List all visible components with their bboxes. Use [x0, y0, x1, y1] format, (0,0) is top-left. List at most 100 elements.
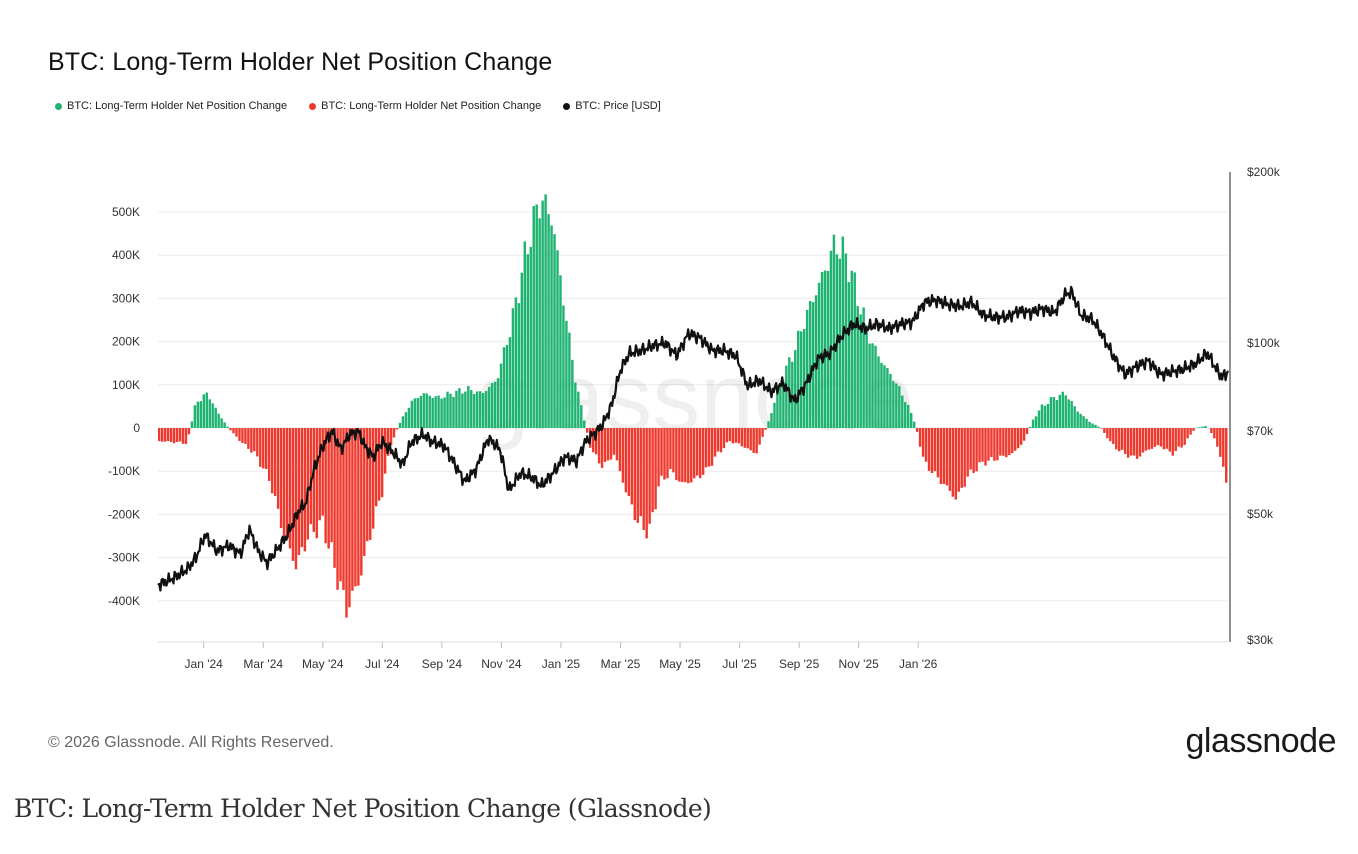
- bar-positive: [574, 382, 577, 428]
- bar-positive: [838, 258, 842, 428]
- bar-negative: [725, 428, 729, 443]
- bar-negative: [651, 428, 654, 513]
- bar-negative: [591, 428, 595, 453]
- bar-negative: [357, 428, 360, 586]
- bar-negative: [354, 428, 357, 587]
- bar-negative: [303, 428, 307, 552]
- bar-positive: [862, 307, 865, 428]
- bar-negative: [1219, 428, 1222, 457]
- bar-negative: [348, 428, 351, 608]
- bar-positive: [398, 422, 402, 428]
- bar-positive: [490, 383, 494, 428]
- bar-negative: [663, 428, 666, 480]
- bar-positive: [904, 402, 907, 428]
- legend-label-price: BTC: Price [USD]: [575, 100, 661, 112]
- bar-negative: [232, 428, 235, 434]
- bar-positive: [410, 400, 414, 428]
- bar-positive: [868, 343, 871, 428]
- bar-negative: [229, 428, 232, 431]
- bar-negative: [1138, 428, 1142, 457]
- bar-negative: [615, 428, 619, 461]
- bar-negative: [600, 428, 604, 468]
- bar-positive: [1040, 404, 1044, 428]
- bar-negative: [975, 428, 978, 472]
- legend-item-price[interactable]: BTC: Price [USD]: [563, 100, 661, 112]
- bar-negative: [695, 428, 699, 476]
- bar-positive: [535, 204, 538, 428]
- x-tick-label: Jan '26: [899, 657, 938, 671]
- bar-negative: [698, 428, 702, 479]
- bar-negative: [645, 428, 648, 539]
- bar-positive: [1055, 399, 1059, 428]
- bar-positive: [583, 420, 586, 428]
- bar-positive: [1198, 427, 1201, 428]
- bar-negative: [1135, 428, 1139, 459]
- glassnode-logo[interactable]: glassnode: [1185, 722, 1336, 760]
- bar-negative: [930, 428, 934, 474]
- bar-positive: [487, 386, 491, 428]
- bar-positive: [514, 297, 518, 428]
- bar-negative: [333, 428, 336, 568]
- bar-negative: [321, 428, 324, 516]
- bar-positive: [550, 225, 553, 428]
- legend-item-negative[interactable]: BTC: Long-Term Holder Net Position Chang…: [309, 100, 541, 112]
- bar-negative: [740, 428, 743, 447]
- right-tick-label: $50k: [1247, 507, 1274, 521]
- x-tick-label: Mar '25: [601, 657, 641, 671]
- bar-negative: [728, 428, 732, 442]
- bar-positive: [434, 396, 437, 428]
- bar-negative: [360, 428, 363, 576]
- bar-positive: [859, 314, 862, 428]
- bar-negative: [719, 428, 723, 453]
- bar-positive: [1204, 426, 1207, 428]
- bar-positive: [770, 413, 773, 428]
- legend: BTC: Long-Term Holder Net Position Chang…: [55, 100, 661, 112]
- bar-positive: [1067, 399, 1070, 428]
- legend-label-positive: BTC: Long-Term Holder Net Position Chang…: [67, 100, 288, 112]
- right-tick-label: $30k: [1247, 633, 1274, 647]
- bar-negative: [1147, 428, 1151, 450]
- bar-positive: [452, 396, 455, 428]
- bar-negative: [297, 428, 301, 555]
- bar-negative: [235, 428, 238, 437]
- bar-negative: [684, 428, 687, 483]
- bar-negative: [960, 428, 963, 488]
- chart-area[interactable]: glassnode 500K400K300K200K100K0-100K-200…: [0, 150, 1358, 690]
- bar-negative: [1123, 428, 1127, 454]
- bar-negative: [603, 428, 607, 462]
- bar-negative: [921, 428, 925, 457]
- bar-positive: [1049, 397, 1053, 428]
- bar-positive: [912, 421, 916, 428]
- bar-positive: [895, 383, 898, 428]
- bar-negative: [990, 428, 993, 457]
- bar-positive: [202, 394, 206, 428]
- bar-positive: [847, 282, 850, 428]
- bar-negative: [915, 428, 919, 432]
- bar-negative: [1165, 428, 1169, 449]
- bar-negative: [282, 428, 286, 536]
- left-tick-label: 500K: [112, 205, 140, 219]
- bar-positive: [476, 391, 479, 428]
- x-tick-label: Nov '24: [481, 657, 522, 671]
- legend-item-positive[interactable]: BTC: Long-Term Holder Net Position Chang…: [55, 100, 287, 112]
- bar-negative: [166, 428, 170, 442]
- bar-negative: [178, 428, 182, 442]
- x-tick-label: May '24: [302, 657, 344, 671]
- bar-negative: [279, 428, 283, 529]
- bar-positive: [422, 393, 425, 428]
- bar-positive: [473, 393, 476, 428]
- bar-negative: [342, 428, 345, 590]
- left-tick-label: -400K: [108, 594, 140, 608]
- bar-negative: [936, 428, 940, 478]
- bar-positive: [1061, 391, 1064, 428]
- bar-positive: [467, 386, 470, 428]
- bar-negative: [951, 428, 955, 497]
- bar-positive: [407, 407, 411, 428]
- bar-positive: [794, 350, 797, 428]
- right-tick-label: $70k: [1247, 424, 1274, 438]
- bar-positive: [517, 303, 521, 428]
- bar-negative: [241, 428, 244, 443]
- bar-negative: [187, 428, 191, 435]
- bar-negative: [1025, 428, 1029, 435]
- bar-positive: [565, 320, 568, 428]
